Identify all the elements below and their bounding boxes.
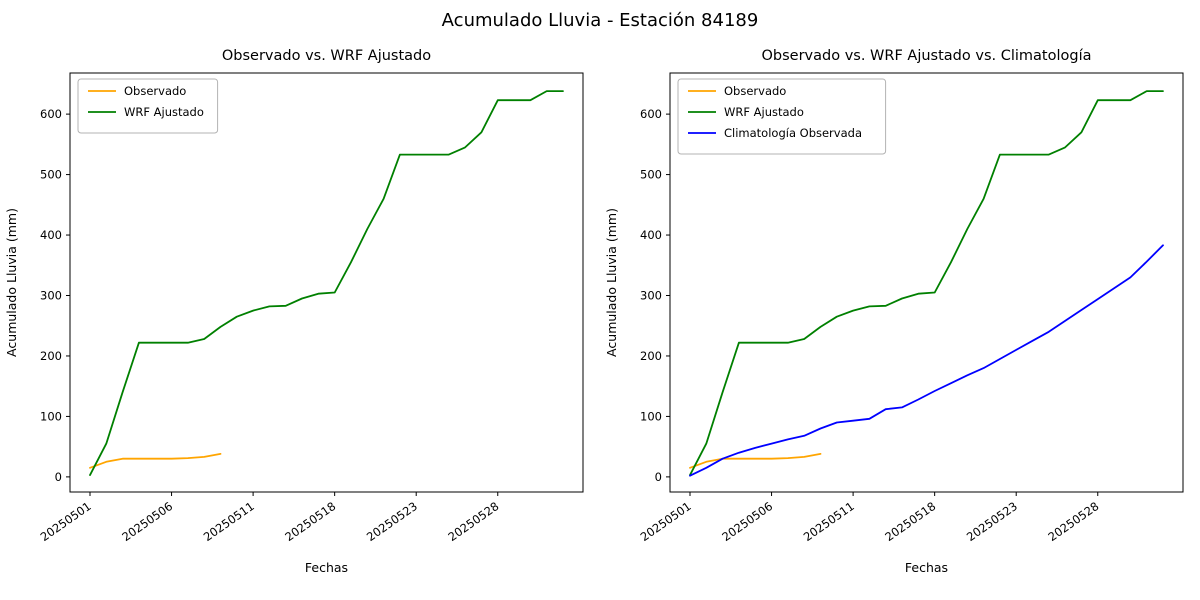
series-line-climatolog-a-observada <box>689 244 1164 477</box>
y-tick-label: 0 <box>655 470 662 484</box>
x-tick-label: 20250501 <box>38 499 94 544</box>
legend-entry-label: Observado <box>724 84 786 98</box>
y-tick-label: 100 <box>40 409 62 423</box>
right-chart: Observado vs. WRF Ajustado vs. Climatolo… <box>604 48 1184 575</box>
right-subplot: Observado vs. WRF Ajustado vs. Climatolo… <box>600 40 1200 600</box>
legend-entry-label: WRF Ajustado <box>724 105 804 119</box>
y-tick-label: 400 <box>40 228 62 242</box>
left-chart: Observado vs. WRF Ajustado 0 100 200 300 400 5… <box>4 48 584 575</box>
plot-border <box>69 72 584 493</box>
x-tick-label: 20250511 <box>801 499 857 544</box>
x-axis-label: Fechas <box>905 560 948 575</box>
x-tick-label: 20250511 <box>201 499 257 544</box>
legend-box <box>677 78 887 155</box>
x-axis-label: Fechas <box>305 560 348 575</box>
x-tick-label: 20250501 <box>638 499 694 544</box>
x-tick-label: 20250518 <box>282 499 338 544</box>
y-tick-label: 100 <box>640 409 662 423</box>
legend-entry-label: WRF Ajustado <box>124 105 204 119</box>
x-tick-label: 20250523 <box>364 499 420 544</box>
y-tick-label: 0 <box>55 470 62 484</box>
series-line-wrf-ajustado <box>89 90 564 477</box>
y-axis-label: Acumulado Lluvia (mm) <box>4 208 19 357</box>
y-tick-label: 600 <box>40 107 62 121</box>
left-subplot: Observado vs. WRF Ajustado 0 100 200 300 400 5… <box>0 40 600 600</box>
x-tick-label: 20250523 <box>964 499 1020 544</box>
series-line-observado <box>89 452 222 469</box>
y-tick-label: 300 <box>640 288 662 302</box>
x-tick-label: 20250528 <box>445 499 501 544</box>
plot-border <box>669 72 1184 493</box>
figure-suptitle: Acumulado Lluvia - Estación 84189 <box>441 10 759 31</box>
charts-row: Observado vs. WRF Ajustado 0 100 200 300 400 5… <box>0 40 1200 600</box>
y-tick-label: 600 <box>640 107 662 121</box>
y-tick-label: 300 <box>40 288 62 302</box>
legend: Observado WRF Ajustado Climatología Observ… <box>677 78 887 155</box>
y-tick-label: 200 <box>40 349 62 363</box>
legend: Observado WRF Ajustado <box>77 78 219 134</box>
legend-entry-label: Observado <box>124 84 186 98</box>
subplot-title: Observado vs. WRF Ajustado vs. Climatolo… <box>762 48 1092 64</box>
x-tick-label: 20250506 <box>719 499 775 544</box>
y-tick-label: 400 <box>640 228 662 242</box>
y-tick-label: 500 <box>40 168 62 182</box>
x-tick-label: 20250528 <box>1045 499 1101 544</box>
series-line-wrf-ajustado <box>689 90 1164 477</box>
y-tick-label: 500 <box>640 168 662 182</box>
y-axis-label: Acumulado Lluvia (mm) <box>604 208 619 357</box>
y-tick-label: 200 <box>640 349 662 363</box>
x-tick-label: 20250518 <box>882 499 938 544</box>
series-line-observado <box>689 452 822 469</box>
legend-entry-label: Climatología Observada <box>724 126 862 140</box>
legend-box <box>77 78 219 134</box>
subplot-title: Observado vs. WRF Ajustado <box>222 48 431 64</box>
x-tick-label: 20250506 <box>119 499 175 544</box>
